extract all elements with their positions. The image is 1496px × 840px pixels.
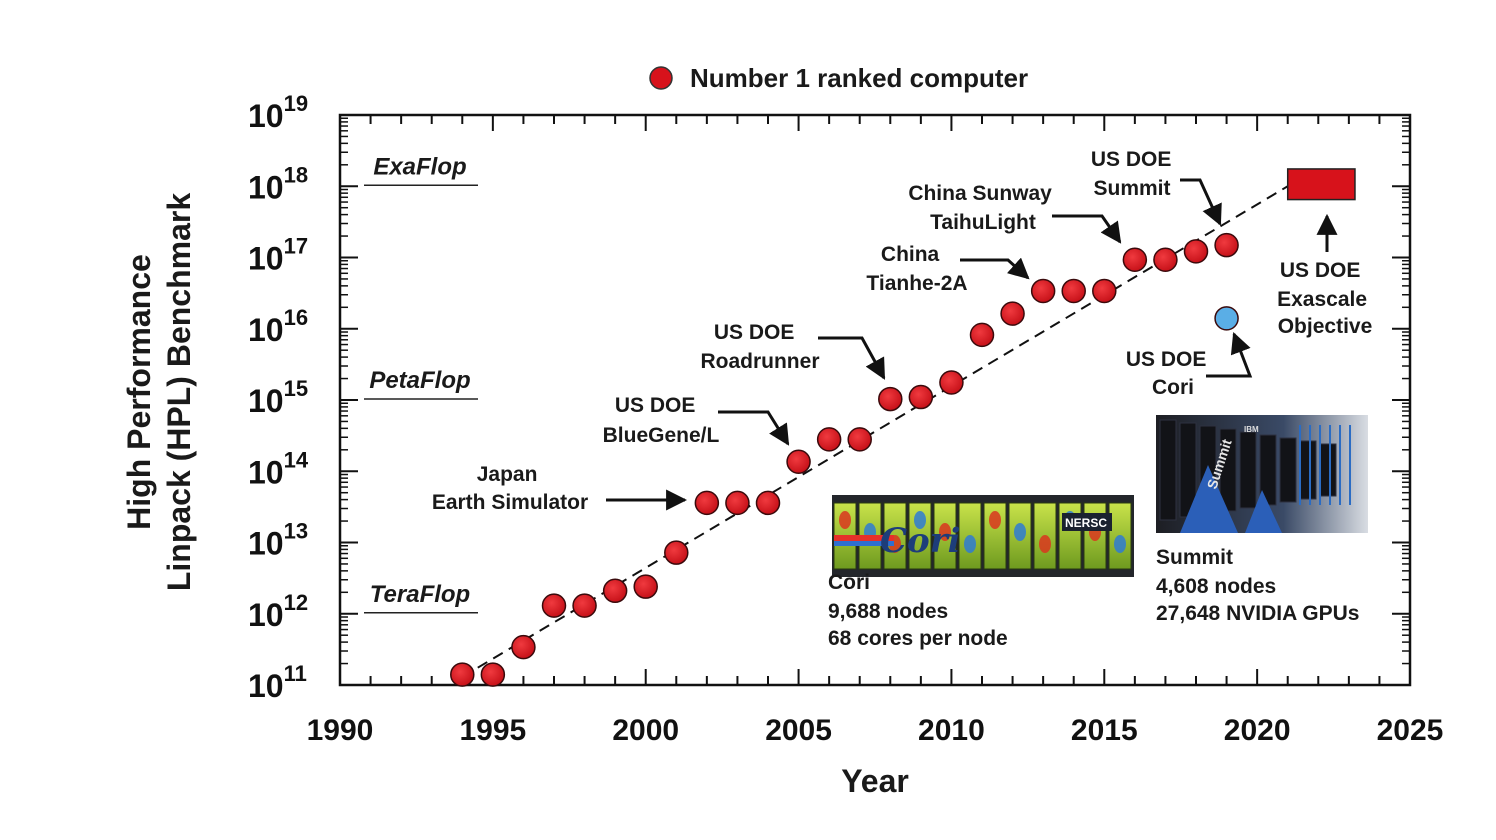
x-tick-label: 2025 (1377, 714, 1444, 747)
data-point (878, 386, 903, 412)
x-tick-label: 1990 (307, 714, 374, 747)
photo-captions: Cori 9,688 nodes 68 cores per node Summi… (828, 546, 1359, 650)
data-point (664, 540, 689, 565)
caption-summit: Summit 4,608 nodes 27,648 NVIDIA GPUs (1156, 546, 1359, 625)
arrow-taihulight (1052, 214, 1122, 244)
arrow-bluegene (718, 410, 790, 446)
y-tick-label: 1017 (248, 234, 308, 277)
performance-levels: ExaFlop PetaFlop TeraFlop (364, 153, 478, 614)
data-point (1061, 278, 1086, 304)
annotation-tianhe: China Tianhe-2A (866, 243, 967, 295)
y-tick-label: 1011 (248, 661, 307, 704)
y-tick-label: 1012 (248, 590, 308, 633)
data-point (1092, 278, 1117, 304)
level-label-teraflop: TeraFlop (370, 581, 470, 608)
data-point (1122, 247, 1148, 272)
annotation-taihulight: China Sunway TaihuLight (908, 182, 1057, 234)
data-point (633, 574, 658, 599)
data-point (969, 322, 995, 348)
x-tick-label: 1995 (459, 714, 526, 747)
data-point (572, 593, 597, 618)
data-point (1214, 232, 1239, 258)
data-point (816, 427, 842, 452)
exascale-objective-box (1286, 168, 1356, 201)
legend-marker (649, 66, 673, 90)
data-point (786, 449, 811, 474)
arrow-cori (1206, 332, 1253, 378)
x-tick-label: 2015 (1071, 714, 1138, 747)
data-point (694, 490, 720, 516)
annotation-arrows (606, 178, 1338, 511)
data-point (450, 662, 475, 687)
data-points (450, 232, 1239, 687)
y-tick-label: 1018 (248, 162, 308, 205)
data-point-cori (1214, 306, 1239, 331)
legend: Number 1 ranked computer (649, 63, 1028, 93)
trend-line (461, 185, 1289, 678)
y-axis: 1011 1012 1013 1014 1015 1016 1017 1018 1019 (248, 91, 1410, 704)
cori-photo: Cori NERSC (832, 495, 1134, 577)
y-tick-label: 1014 (248, 447, 309, 490)
cori-photo-text: Cori (880, 521, 961, 561)
x-axis-title: Year (841, 763, 909, 799)
data-point (755, 490, 781, 516)
y-tick-label: 1019 (248, 91, 308, 134)
y-axis-title: High Performance Linpack (HPL) Benchmark (121, 193, 197, 592)
level-label-petaflop: PetaFlop (369, 367, 470, 394)
x-tick-label: 2005 (765, 714, 832, 747)
y-tick-label: 1015 (248, 376, 308, 419)
data-point (725, 490, 750, 516)
x-axis: 1990 1995 2000 2005 2010 2015 2020 2025 (307, 115, 1444, 747)
x-tick-label: 2000 (612, 714, 679, 747)
annotation-bluegene: US DOE BlueGene/L (603, 394, 720, 447)
x-tick-label: 2020 (1224, 714, 1291, 747)
data-point (939, 370, 964, 395)
annotation-summit: US DOE Summit (1091, 148, 1177, 200)
y-tick-label: 1016 (248, 305, 308, 348)
summit-photo-badge: IBM (1244, 425, 1259, 434)
y-axis-title-line-1: High Performance (121, 254, 157, 530)
arrow-summit (1180, 178, 1222, 226)
data-point (1153, 247, 1178, 272)
data-point (1183, 239, 1209, 264)
data-point (908, 384, 934, 410)
y-tick-label: 1013 (248, 519, 308, 562)
data-point (480, 662, 506, 687)
x-tick-label: 2010 (918, 714, 985, 747)
annotation-roadrunner: US DOE Roadrunner (700, 321, 819, 373)
data-point (511, 634, 536, 660)
annotation-exascale: US DOE Exascale Objective (1277, 259, 1373, 338)
level-label-exaflop: ExaFlop (373, 153, 466, 180)
annotations: Japan Earth Simulator US DOE BlueGene/L … (432, 148, 1373, 514)
y-axis-title-line-2: Linpack (HPL) Benchmark (161, 193, 197, 592)
arrow-roadrunner (818, 336, 886, 380)
legend-label: Number 1 ranked computer (690, 63, 1028, 93)
annotation-cori: US DOE Cori (1126, 348, 1212, 399)
data-point (602, 578, 628, 604)
cori-photo-badge: NERSC (1065, 516, 1107, 530)
data-point (1000, 301, 1025, 326)
summit-photo: Summit IBM (1156, 415, 1368, 533)
data-point (847, 427, 872, 452)
data-point (541, 593, 567, 618)
arrow-tianhe (960, 257, 1030, 280)
annotation-earth-simulator: Japan Earth Simulator (432, 463, 588, 514)
caption-cori: Cori 9,688 nodes 68 cores per node (828, 571, 1008, 650)
data-point (1030, 278, 1056, 304)
